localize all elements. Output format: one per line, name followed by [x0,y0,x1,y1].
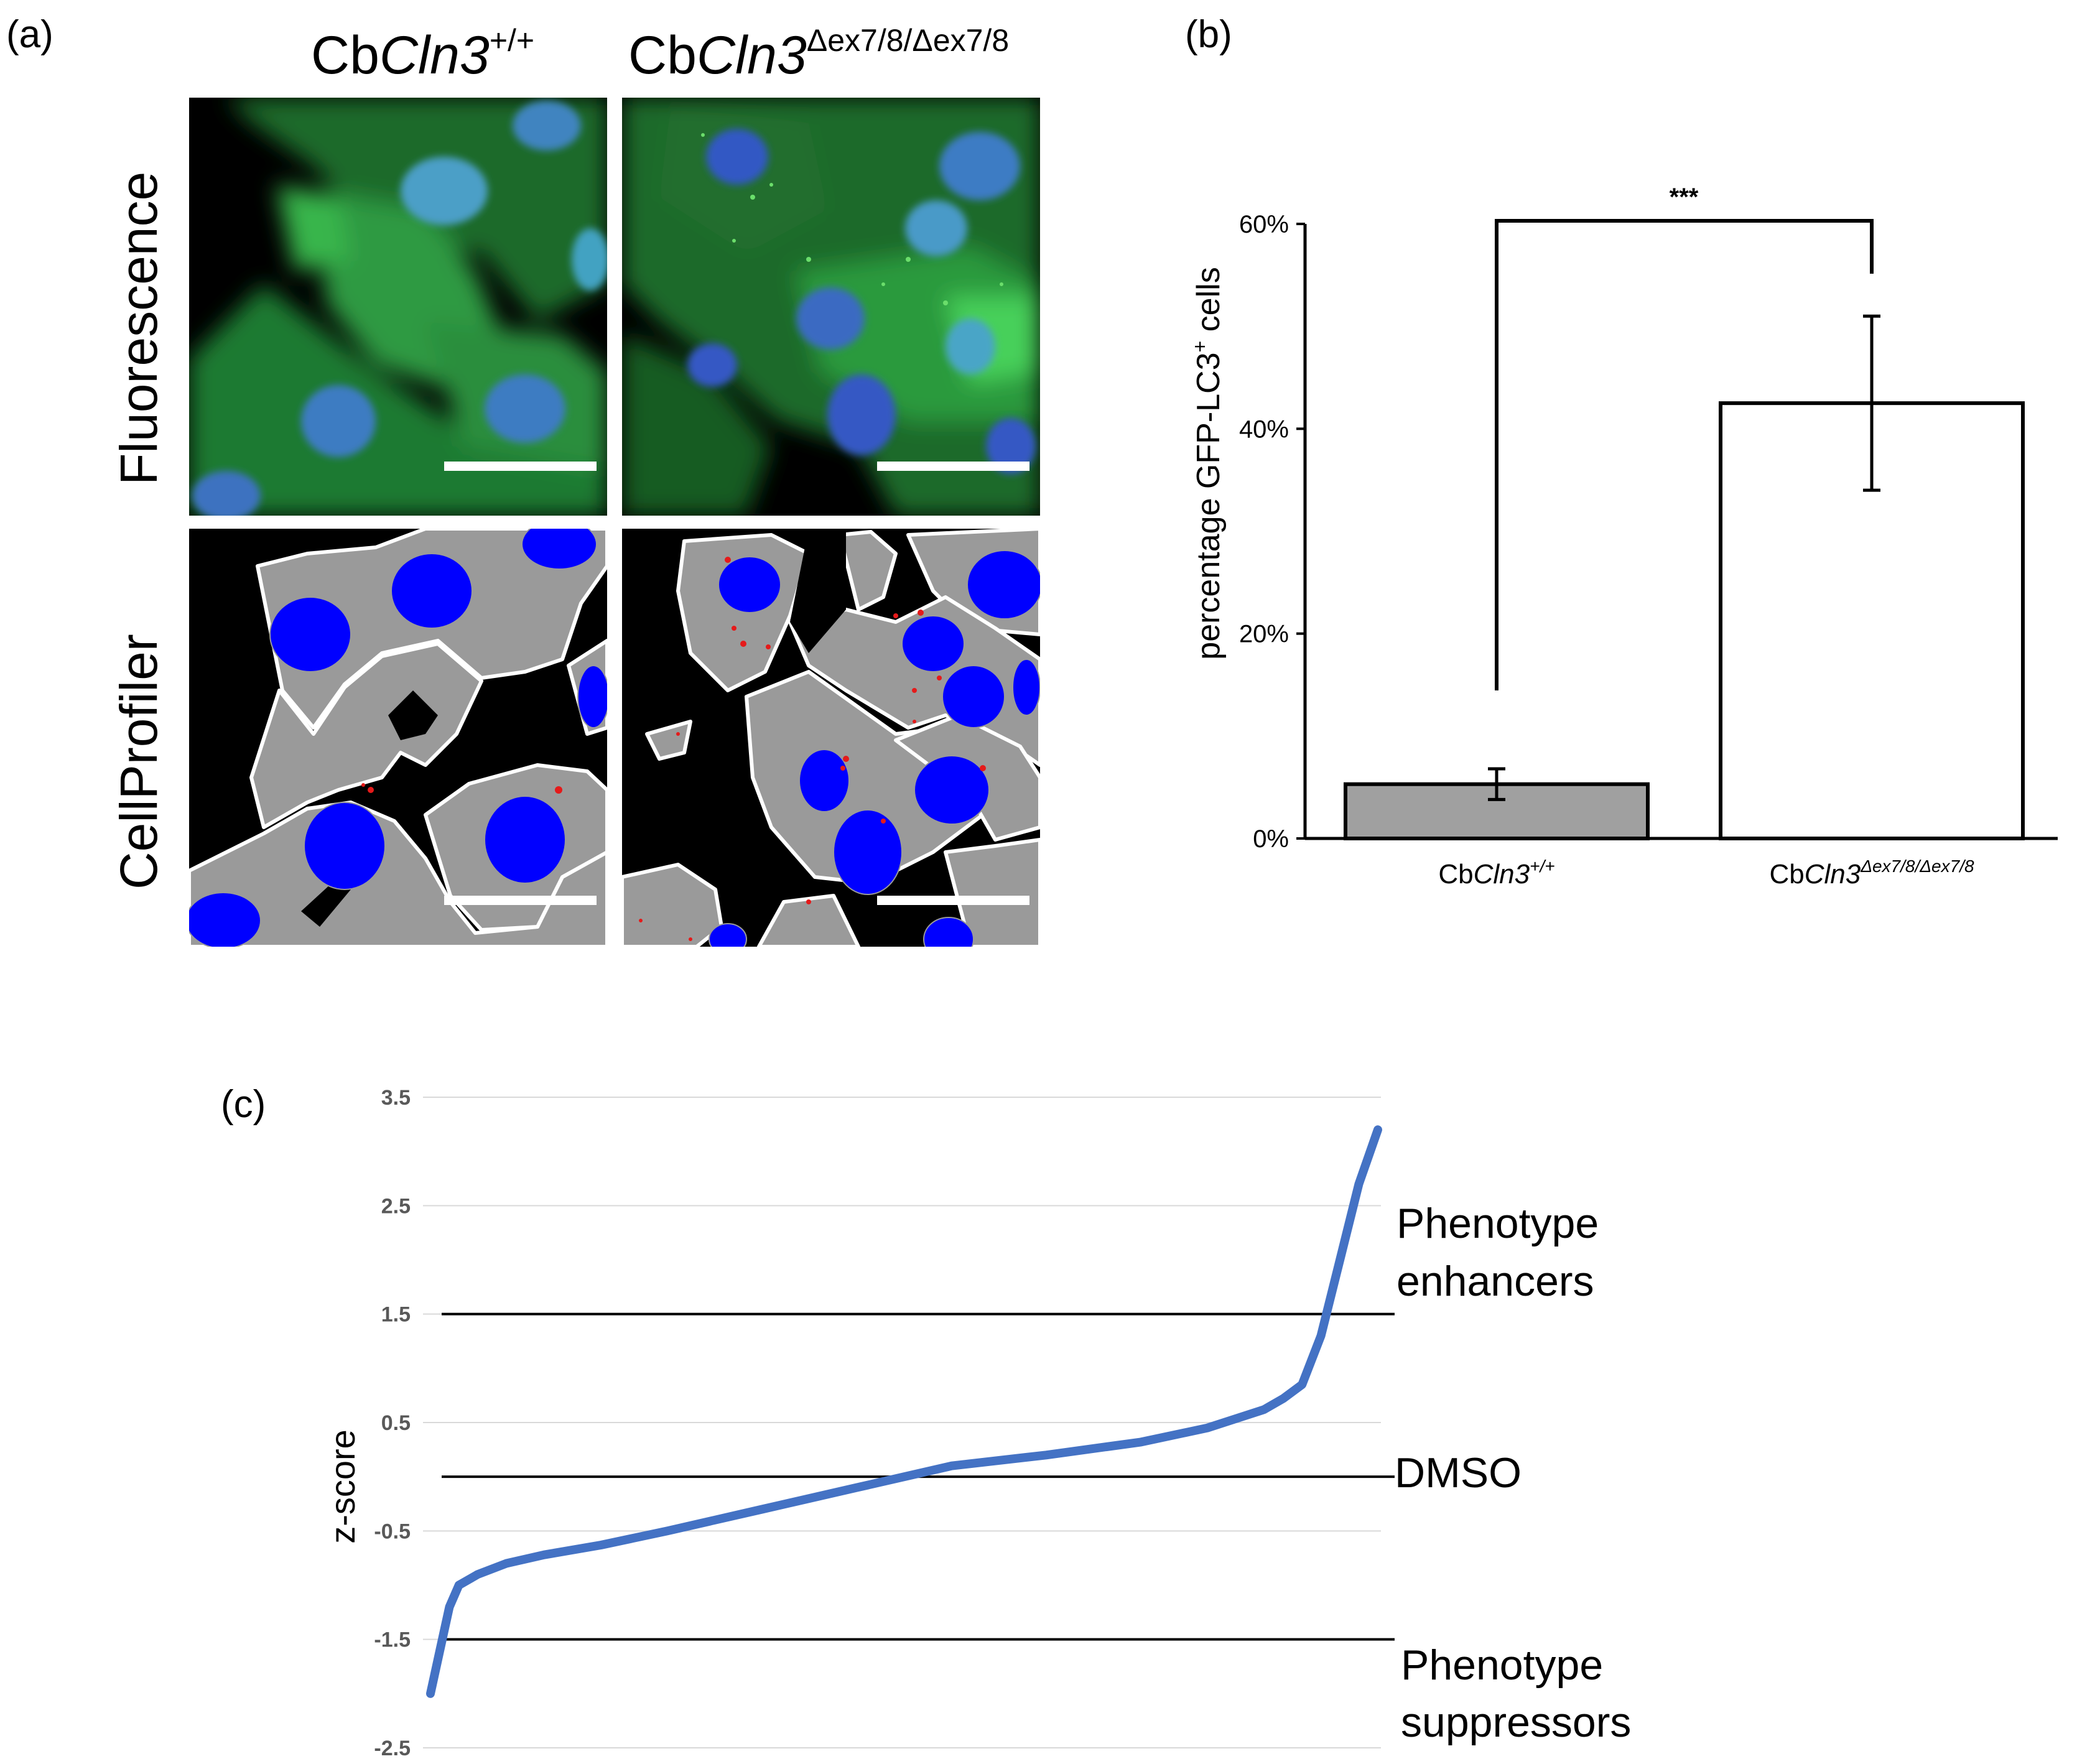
panel-c-letter: (c) [221,1083,266,1126]
significance-stars: *** [1670,183,1699,211]
col-prefix: Cb [311,26,379,85]
y-tick-label: 2.5 [381,1194,411,1218]
scale-bar [444,896,597,905]
cat-sup: +/+ [1530,856,1554,876]
label-phenotype-suppressors-1: Phenotype [1401,1641,1603,1689]
col-gene: Cln3 [696,26,807,85]
col-prefix: Cb [628,26,697,85]
bar-chart: percentage GFP-LC3+ cells 0% 20% 40% 60% **… [1189,183,2058,889]
cellprofiler-image-mutant [622,529,1040,947]
cat-sup: Δex7/8/Δex7/8 [1860,856,1974,876]
y-tick-label: 0.5 [381,1411,411,1435]
column-header-wildtype: CbCln3+/+ [311,23,535,86]
y-tick-label: 0% [1253,825,1289,853]
label-phenotype-suppressors-2: suppressors [1401,1699,1631,1746]
y-tick-label: 40% [1239,415,1289,443]
ylabel-sup: + [1189,341,1211,353]
bar-chart-ylabel: percentage GFP-LC3+ cells [1189,267,1227,659]
y-tick-label: 3.5 [381,1086,411,1110]
label-phenotype-enhancers-2: enhancers [1396,1258,1594,1305]
cat-gene: Cln3 [1474,859,1530,889]
label-dmso: DMSO [1395,1449,1522,1497]
ylabel-suffix: cells [1191,267,1227,340]
column-header-mutant: CbCln3Δex7/8/Δex7/8 [628,23,1010,86]
col-sup: Δex7/8/Δex7/8 [806,23,1010,58]
scale-bar [877,896,1029,905]
zscore-curve [426,1125,1382,1698]
category-label-wildtype: CbCln3+/+ [1438,856,1554,889]
cat-prefix: Cb [1438,859,1473,889]
zscore-ylabel: z-score [323,1429,362,1544]
row-label-fluorescence: Fluorescence [109,171,168,485]
col-gene: Cln3 [379,26,490,85]
scale-bar [444,462,597,471]
significance-bracket [1495,219,1874,690]
ylabel-text: percentage GFP-LC3 [1191,352,1227,659]
zscore-plot: z-score 3.5 2.5 1.5 0.5 -0.5 -1.5 -2.5 Phenoty… [323,1086,1631,1760]
row-label-cellprofiler: CellProfiler [109,634,168,889]
cat-prefix: Cb [1769,859,1804,889]
y-tick-label: -1.5 [374,1628,411,1652]
cellprofiler-image-wildtype [189,529,607,947]
y-tick-label: -2.5 [374,1737,411,1760]
y-tick-label: -0.5 [374,1520,411,1543]
cat-gene: Cln3 [1805,859,1861,889]
panel-b-letter: (b) [1185,13,1232,56]
scale-bar [877,462,1029,471]
category-label-mutant: CbCln3Δex7/8/Δex7/8 [1769,856,1974,889]
fluorescence-image-wildtype [189,98,607,516]
col-sup: +/+ [489,23,535,58]
fluorescence-image-mutant [622,98,1040,516]
panel-a-letter: (a) [6,13,53,56]
y-tick-label: 1.5 [381,1303,411,1327]
y-tick-label: 60% [1239,211,1289,238]
label-phenotype-enhancers-1: Phenotype [1396,1200,1599,1247]
y-tick-label: 20% [1239,621,1289,648]
